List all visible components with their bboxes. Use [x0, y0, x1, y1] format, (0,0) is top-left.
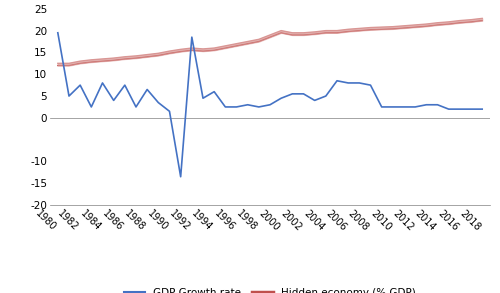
GDP Growth rate — [468, 107, 474, 111]
GDP Growth rate — [368, 84, 374, 87]
GDP Growth rate — [446, 107, 452, 111]
GDP Growth rate — [234, 105, 239, 109]
GDP Growth rate — [110, 99, 116, 102]
GDP Growth rate — [300, 92, 306, 96]
GDP Growth rate — [323, 94, 329, 98]
GDP Growth rate — [290, 92, 296, 96]
GDP Growth rate — [66, 94, 72, 98]
GDP Growth rate — [156, 101, 162, 104]
GDP Growth rate — [189, 35, 195, 39]
GDP Growth rate — [55, 31, 61, 35]
GDP Growth rate — [244, 103, 250, 107]
GDP Growth rate — [378, 105, 384, 109]
GDP Growth rate — [334, 79, 340, 83]
GDP Growth rate — [211, 90, 217, 93]
GDP Growth rate — [356, 81, 362, 85]
GDP Growth rate — [133, 105, 139, 109]
GDP Growth rate — [457, 107, 463, 111]
Legend: GDP Growth rate, Hidden economy (% GDP): GDP Growth rate, Hidden economy (% GDP) — [120, 284, 420, 293]
GDP Growth rate — [434, 103, 440, 107]
GDP Growth rate — [479, 107, 485, 111]
GDP Growth rate — [166, 110, 172, 113]
GDP Growth rate — [77, 84, 83, 87]
GDP Growth rate — [222, 105, 228, 109]
GDP Growth rate — [345, 81, 351, 85]
Line: GDP Growth rate: GDP Growth rate — [58, 33, 482, 177]
GDP Growth rate — [312, 99, 318, 102]
GDP Growth rate — [122, 84, 128, 87]
GDP Growth rate — [424, 103, 430, 107]
GDP Growth rate — [267, 103, 273, 107]
GDP Growth rate — [278, 96, 284, 100]
GDP Growth rate — [200, 96, 206, 100]
GDP Growth rate — [256, 105, 262, 109]
GDP Growth rate — [178, 175, 184, 178]
GDP Growth rate — [144, 88, 150, 91]
GDP Growth rate — [401, 105, 407, 109]
GDP Growth rate — [100, 81, 105, 85]
GDP Growth rate — [88, 105, 94, 109]
GDP Growth rate — [390, 105, 396, 109]
GDP Growth rate — [412, 105, 418, 109]
